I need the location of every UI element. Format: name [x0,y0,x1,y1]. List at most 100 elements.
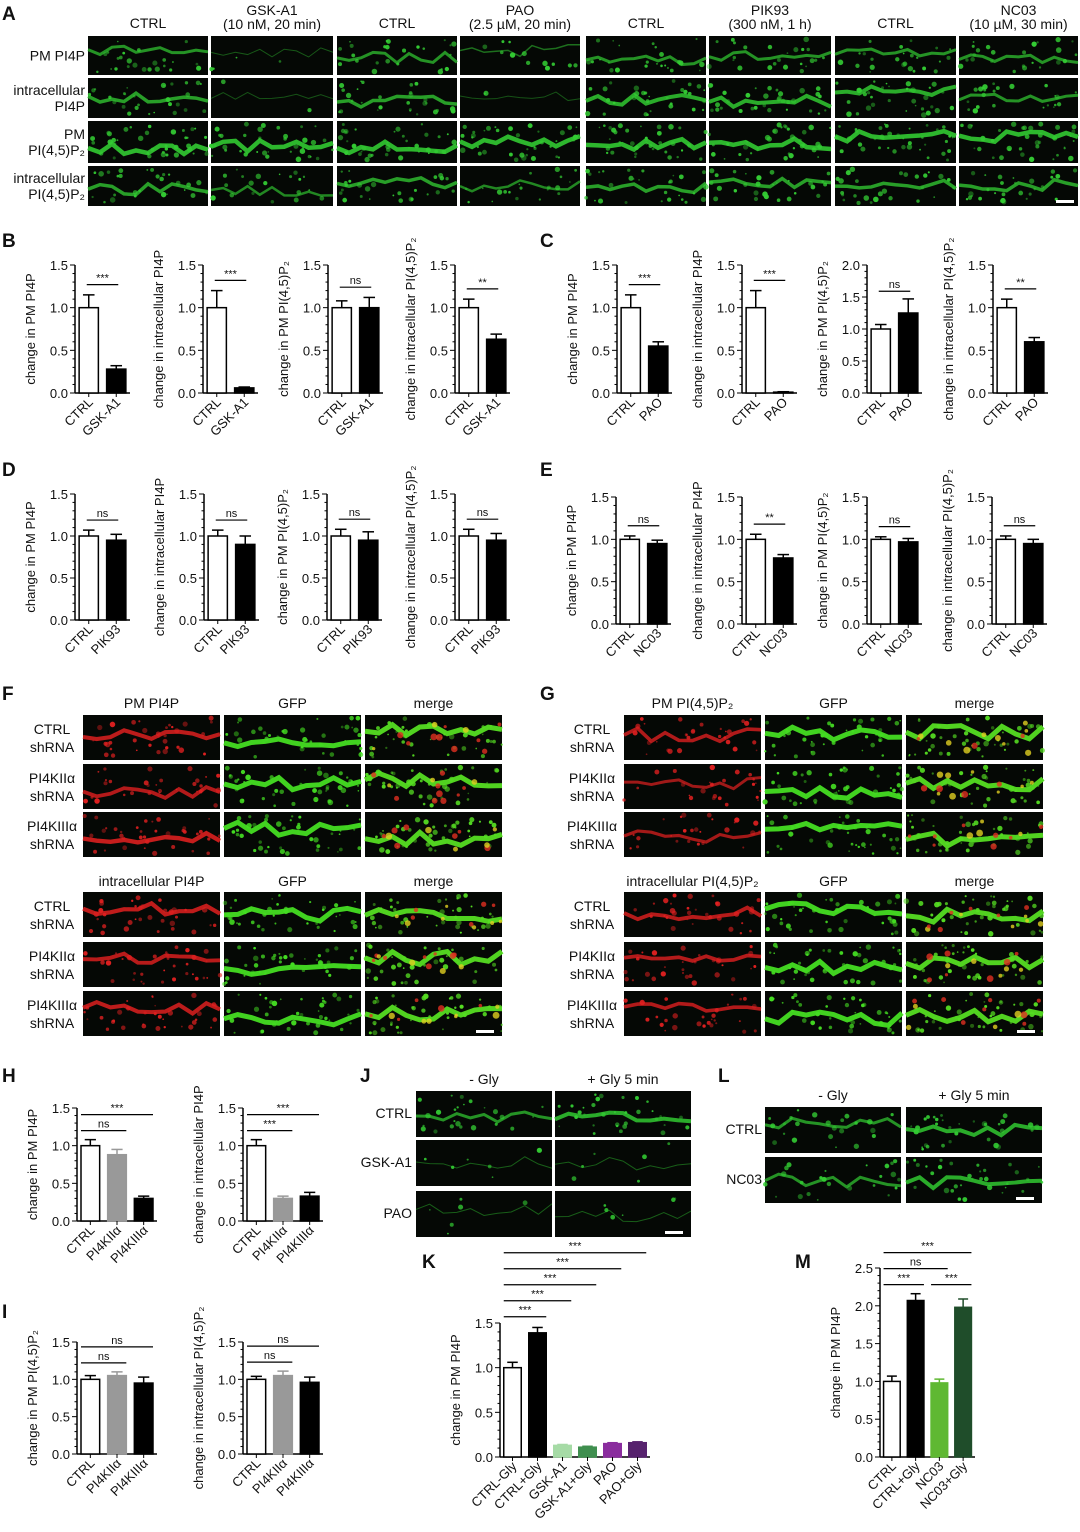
y-tick-label: 0.5 [717,575,735,590]
y-tick-label: 1.0 [178,301,196,316]
micrograph [958,166,1079,206]
significance-label: ns [349,507,361,519]
y-tick-label: 1.5 [303,258,321,273]
y-axis-label: change in intracellular PI4P [690,481,705,639]
column-header: CTRL [628,15,665,31]
bar [620,306,642,394]
micrograph [459,166,581,206]
y-tick-label: 1.0 [717,301,735,316]
bar-chart-i: 0.0 0.5 1.0 1.5 change in intracellular PI(4… [191,1307,323,1499]
column-header: + Gly 5 min [938,1087,1009,1103]
x-tick-label: PIK93 [217,622,253,658]
y-axis-label: change in PM PI4P [828,1307,843,1418]
bar [106,1374,128,1455]
y-tick-label: 0.0 [475,1450,493,1465]
significance-label: *** [945,1273,959,1285]
bar [78,306,100,394]
y-tick-label: 1.0 [302,529,320,544]
bar-chart-c: 0.0 0.5 1.0 1.5 change in intracellular PI4P… [690,250,797,429]
row-label: shRNA [30,916,75,932]
significance-label: *** [544,1273,558,1285]
micrograph [905,1157,1044,1203]
micrograph [585,36,707,75]
y-tick-label: 1.5 [50,258,68,273]
significance-label: *** [569,1241,583,1253]
bar [1023,341,1045,394]
micrograph [834,166,957,206]
micrograph [459,121,581,163]
y-tick-label: 0.0 [179,613,197,628]
micrograph-merge [363,942,504,987]
y-tick-label: 0.5 [179,571,197,586]
x-tick-label: PAO [1012,395,1041,424]
y-tick-label: 0.5 [842,575,860,590]
row-label: CTRL [574,721,611,737]
bar [646,542,668,625]
y-tick-label: 0.5 [717,343,735,358]
bar [80,1378,101,1455]
micrograph-red [622,764,762,809]
bar [870,538,892,625]
y-tick-label: 0.5 [967,575,985,590]
y-tick-label: 0.5 [591,575,609,590]
bar [106,1153,128,1222]
significance-label: ns [264,1350,276,1362]
y-tick-label: 1.0 [50,529,68,544]
panel-letter-g: G [540,684,555,705]
x-tick-label: PAO [761,395,790,424]
panel-letter-c: C [540,231,554,252]
y-tick-label: 0.5 [50,343,68,358]
bar [357,539,379,621]
bar-chart-b: 0.0 0.5 1.0 1.5 change in intracellular PI4P… [151,250,258,439]
micrograph [210,166,334,206]
column-header: merge [955,695,995,711]
y-tick-label: 2.0 [842,258,860,273]
bar [772,391,794,394]
y-axis-label: change in intracellular PI4P [152,478,167,636]
y-axis-label: change in intracellular PI4P [690,250,705,408]
micrograph [415,1140,553,1186]
micrograph-red [82,892,222,937]
y-tick-label: 1.0 [842,322,860,337]
micrograph [87,166,209,206]
micrograph-merge [903,892,1045,937]
micrograph [336,36,458,75]
row-label: intracellular [13,170,85,186]
row-label: PI4KIIIα [27,997,77,1013]
micrograph-red [82,715,221,760]
micrograph [336,121,459,163]
x-tick-label: PAO [886,395,915,424]
micrograph [87,78,209,118]
y-tick-label: 0.0 [591,617,609,632]
bar [299,1381,320,1455]
row-label: shRNA [570,836,615,852]
y-axis-label: change in intracellular PI4P [191,1085,206,1243]
y-tick-label: 1.0 [303,301,321,316]
micrograph [958,78,1079,118]
scale-bar [1016,1197,1034,1200]
bar [246,1378,267,1455]
micrograph [554,1191,692,1237]
significance-label: ns [910,1257,922,1269]
y-tick-label: 0.5 [855,1412,873,1427]
significance-label: ** [1016,277,1025,289]
bar-chart-h: 0.0 0.5 1.0 1.5 change in intracellular PI4P… [191,1085,323,1266]
bar [207,535,229,621]
row-label: PI4KIIα [569,948,615,964]
micrograph-gfp [222,942,362,987]
micrograph [208,121,334,163]
row-label: PI4P [55,98,85,114]
y-axis-label: change in intracellular PI(4,5)P₂ [403,466,418,649]
micrograph [585,78,707,118]
significance-label: *** [763,268,777,280]
row-label: CTRL [574,898,611,914]
row-label: shRNA [570,788,615,804]
significance-label: ** [765,512,774,524]
bar [105,539,127,621]
row-label: PI4KIIα [569,770,615,786]
bar [330,535,352,621]
column-header: GSK-A1 [246,2,298,18]
micrograph-red [623,715,762,760]
